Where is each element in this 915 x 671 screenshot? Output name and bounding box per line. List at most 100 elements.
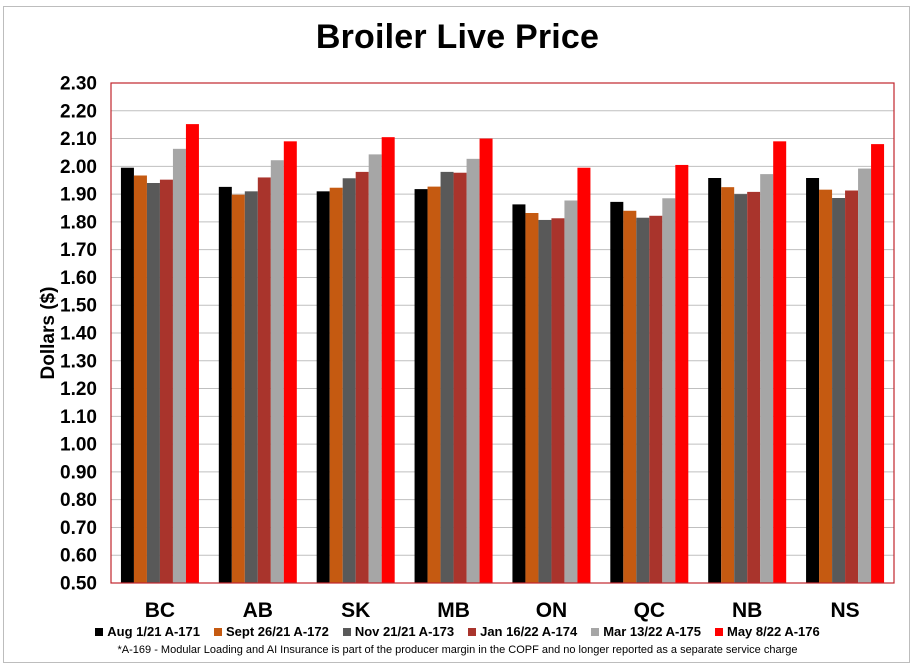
bar-ns-4 bbox=[845, 190, 859, 583]
x-category-label: NB bbox=[732, 599, 762, 622]
legend-swatch-icon bbox=[715, 627, 723, 636]
bar-bc-4 bbox=[159, 179, 173, 583]
bar-sk-4 bbox=[355, 171, 369, 583]
y-tick-label: 0.90 bbox=[60, 462, 97, 483]
legend-label: Aug 1/21 A-171 bbox=[107, 624, 200, 639]
bar-on-4 bbox=[551, 218, 565, 583]
y-tick-label: 1.30 bbox=[60, 351, 97, 372]
bar-nb-4 bbox=[747, 191, 761, 583]
y-tick-label: 0.70 bbox=[60, 518, 97, 539]
y-tick-label: 0.60 bbox=[60, 546, 97, 567]
x-category-label: QC bbox=[634, 599, 666, 622]
bar-sk-5 bbox=[368, 154, 382, 583]
plot-area-border bbox=[110, 82, 895, 584]
y-tick-label: 1.00 bbox=[60, 435, 97, 456]
bar-mb-6 bbox=[479, 138, 493, 584]
bar-nb-1 bbox=[708, 178, 722, 583]
x-category-label: BC bbox=[145, 599, 175, 622]
x-axis-categories: BC AB SK MB ON QC NB NS bbox=[145, 599, 860, 622]
legend: Aug 1/21 A-171 Sept 26/21 A-172 Nov 21/21 … bbox=[0, 624, 915, 639]
x-category-label: AB bbox=[243, 599, 273, 622]
legend-item: Mar 13/22 A-175 bbox=[591, 624, 701, 639]
bar-ns-3 bbox=[832, 198, 846, 583]
bar-qc-3 bbox=[636, 217, 650, 583]
bar-bc-6 bbox=[185, 124, 199, 583]
y-axis-ticks: 0.50 0.60 0.70 0.80 0.90 1.00 1.10 1.20 1.30 1.40… bbox=[60, 74, 97, 595]
legend-label: Mar 13/22 A-175 bbox=[603, 624, 701, 639]
legend-swatch-icon bbox=[591, 627, 600, 636]
bar-qc-1 bbox=[610, 201, 624, 583]
bar-nb-6 bbox=[773, 141, 787, 584]
bars bbox=[120, 124, 885, 584]
bar-bc-1 bbox=[120, 167, 134, 583]
bar-on-5 bbox=[564, 200, 578, 583]
y-tick-label: 1.70 bbox=[60, 240, 97, 261]
bar-sk-1 bbox=[316, 191, 330, 584]
bar-ab-6 bbox=[283, 141, 297, 584]
bar-bc-3 bbox=[146, 183, 160, 583]
bar-ns-1 bbox=[806, 178, 820, 583]
bar-sk-3 bbox=[342, 178, 356, 583]
y-tick-label: 1.60 bbox=[60, 268, 97, 289]
bar-mb-3 bbox=[440, 171, 454, 583]
bar-mb-1 bbox=[414, 189, 428, 583]
legend-label: Jan 16/22 A-174 bbox=[480, 624, 578, 639]
bar-on-2 bbox=[525, 213, 539, 583]
bar-mb-4 bbox=[453, 172, 467, 583]
y-tick-label: 2.10 bbox=[60, 129, 97, 150]
bar-mb-5 bbox=[466, 158, 480, 584]
bar-on-6 bbox=[577, 167, 591, 583]
legend-item: May 8/22 A-176 bbox=[715, 624, 820, 639]
bar-ns-2 bbox=[819, 189, 833, 583]
bar-ns-5 bbox=[858, 168, 872, 584]
y-tick-label: 1.20 bbox=[60, 379, 97, 400]
bar-qc-4 bbox=[649, 215, 663, 583]
bar-on-3 bbox=[538, 219, 552, 583]
bar-bc-2 bbox=[133, 175, 147, 583]
legend-swatch-icon bbox=[213, 627, 222, 636]
bar-ns-6 bbox=[871, 144, 885, 583]
y-tick-label: 2.20 bbox=[60, 101, 97, 122]
legend-swatch-icon bbox=[342, 627, 351, 636]
bar-qc-6 bbox=[675, 164, 689, 583]
bar-ab-5 bbox=[270, 160, 284, 583]
x-category-label: MB bbox=[437, 599, 470, 622]
bar-qc-2 bbox=[623, 210, 637, 583]
bar-qc-5 bbox=[662, 198, 676, 583]
legend-label: Nov 21/21 A-173 bbox=[354, 624, 455, 639]
bar-ab-3 bbox=[244, 191, 258, 584]
y-tick-label: 1.10 bbox=[60, 407, 97, 428]
y-tick-label: 2.00 bbox=[60, 157, 97, 178]
bar-ab-1 bbox=[218, 186, 232, 583]
bar-sk-2 bbox=[329, 187, 343, 583]
bar-nb-3 bbox=[734, 194, 748, 583]
bar-mb-2 bbox=[427, 186, 441, 583]
footnote: *A-169 - Modular Loading and AI Insuranc… bbox=[117, 644, 798, 656]
y-tick-label: 2.30 bbox=[60, 74, 97, 95]
y-tick-label: 0.50 bbox=[60, 574, 97, 595]
bar-sk-6 bbox=[381, 137, 395, 583]
x-category-label: SK bbox=[341, 599, 370, 622]
legend-swatch-icon bbox=[468, 627, 477, 636]
y-tick-label: 1.50 bbox=[60, 296, 97, 317]
legend-item: Nov 21/21 A-173 bbox=[342, 624, 455, 639]
legend-item: Jan 16/22 A-174 bbox=[468, 624, 577, 639]
y-tick-label: 1.90 bbox=[60, 185, 97, 206]
bar-ab-4 bbox=[257, 177, 271, 583]
legend-item: Aug 1/21 A-171 bbox=[95, 624, 200, 639]
legend-label: May 8/22 A-176 bbox=[727, 624, 820, 639]
legend-label: Sept 26/21 A-172 bbox=[225, 624, 329, 639]
x-category-label: ON bbox=[536, 599, 568, 622]
chart-title: Broiler Live Price bbox=[315, 18, 600, 56]
y-tick-label: 1.40 bbox=[60, 324, 97, 345]
y-tick-label: 1.80 bbox=[60, 212, 97, 233]
x-category-label: NS bbox=[830, 599, 859, 622]
bar-bc-5 bbox=[172, 148, 186, 584]
legend-item: Sept 26/21 A-172 bbox=[213, 624, 329, 639]
bar-on-1 bbox=[512, 204, 526, 583]
legend-swatch-icon bbox=[95, 627, 104, 636]
bar-ab-2 bbox=[231, 194, 245, 583]
bar-nb-5 bbox=[760, 174, 774, 583]
y-tick-label: 0.80 bbox=[60, 490, 97, 511]
